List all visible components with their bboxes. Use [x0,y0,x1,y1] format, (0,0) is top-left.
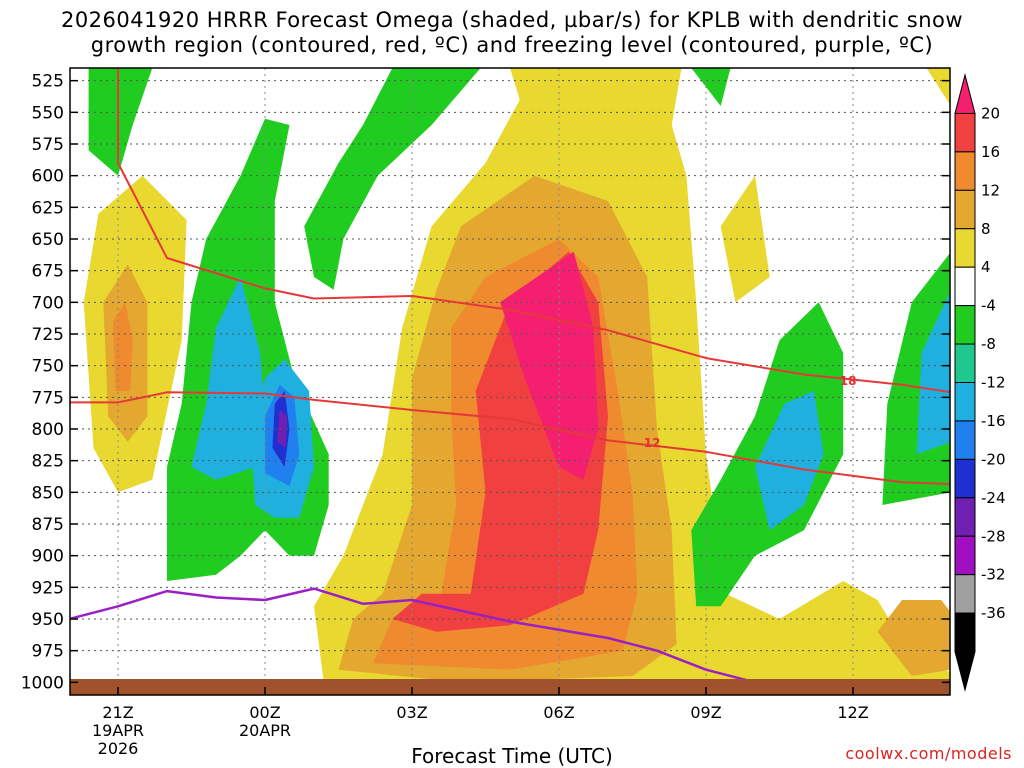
colorbar-label-20: 20 [981,104,1000,122]
y-tick-label-975: 975 [32,642,64,662]
y-tick-label-950: 950 [32,610,64,630]
colorbar-segment-4 [954,228,976,268]
negative-omega-region-2 [304,68,481,290]
y-tick-label-900: 900 [32,547,64,567]
y-tick-label-1000: 1000 [21,673,64,693]
colorbar-segment-2 [954,151,976,191]
dgz-lower-label: 12 [644,436,661,450]
negative-omega-region-3 [691,68,731,106]
y-tick-label-700: 700 [32,293,64,313]
freezing-level-line [70,587,786,685]
y-tick-label-725: 725 [32,325,64,345]
y-tick-label-875: 875 [32,515,64,535]
colorbar-label-16: 16 [981,143,1000,161]
omega-region-10 [500,251,599,480]
dgz-lower-isotherm-line [117,68,950,394]
dgz-upper-label: 18 [840,374,857,388]
colorbar: 20 16 12 8 4 -4 -8 -12 -16 -20 -24 -28 -32 -36 [954,73,1006,692]
y-axis: 525 550 575 600 625 650 675 700 725 750 775 800 825 8… [21,72,950,693]
y-tick-label-925: 925 [32,578,64,598]
x-tick-label-06Z: 06Z [543,703,574,722]
colorbar-segment-8 [954,382,976,422]
colorbar-label-12: 12 [981,181,1000,199]
colorbar-label--32: -32 [981,566,1006,584]
omega-region-7 [877,600,950,676]
x-tick-label-12Z: 12Z [837,703,868,722]
y-tick-label-750: 750 [32,357,64,377]
x-axis-label: Forecast Time (UTC) [411,744,613,768]
colorbar-label--28: -28 [981,527,1006,545]
colorbar-label-4: 4 [981,258,991,276]
y-tick-label-625: 625 [32,198,64,218]
colorbar-segment-13 [954,574,976,614]
y-tick-label-775: 775 [32,388,64,408]
ground-surface [70,679,950,695]
colorbar-segment-10 [954,458,976,499]
colorbar-label--8: -8 [981,335,996,353]
y-tick-label-825: 825 [32,452,64,472]
x-tick-sublabel2-21Z: 2026 [98,739,139,758]
negative-omega-region-8 [916,291,950,455]
colorbar-segment-5 [954,266,976,307]
y-tick-label-575: 575 [32,135,64,155]
colorbar-segment-3 [954,189,976,230]
negative-omega-region-7 [755,391,824,531]
x-tick-label-00Z: 00Z [249,703,280,722]
y-tick-label-550: 550 [32,103,64,123]
x-tick-sublabel-00Z: 20APR [239,721,291,740]
y-tick-label-800: 800 [32,420,64,440]
colorbar-label--12: -12 [981,374,1006,392]
colorbar-label-8: 8 [981,220,991,238]
dgz-upper-isotherm-line [70,391,950,486]
colorbar-label--24: -24 [981,489,1006,507]
colorbar-segment-6 [954,305,976,345]
negative-omega-region-12 [277,410,288,448]
y-tick-label-675: 675 [32,262,64,282]
y-tick-label-525: 525 [32,72,64,92]
colorbar-label--20: -20 [981,450,1006,468]
colorbar-segment-last [954,612,976,653]
y-tick-label-850: 850 [32,483,64,503]
colorbar-label--16: -16 [981,412,1006,430]
x-tick-sublabel-21Z: 19APR [92,721,144,740]
omega-region-5 [720,175,770,303]
colorbar-segment-9 [954,420,976,460]
colorbar-segment-7 [954,343,976,383]
colorbar-label--4: -4 [981,297,996,315]
colorbar-segment-11 [954,497,976,537]
chart-title-line1: 2026041920 HRRR Forecast Omega (shaded, … [60,8,964,32]
y-tick-label-600: 600 [32,167,64,187]
x-tick-label-09Z: 09Z [690,703,721,722]
omega-region-4 [926,68,950,105]
colorbar-segment-1 [954,112,976,153]
x-tick-label-21Z: 21Z [102,703,133,722]
y-tick-label-650: 650 [32,230,64,250]
credit-text: coolwx.com/models [845,744,1012,763]
colorbar-segment-12 [954,535,976,576]
chart-title-line2: growth region (contoured, red, ºC) and f… [90,33,934,57]
colorbar-bottom-arrow [954,651,976,692]
negative-omega-region-0 [88,68,153,176]
colorbar-top-arrow [954,73,976,114]
x-tick-label-03Z: 03Z [396,703,427,722]
colorbar-label--36: -36 [981,604,1006,622]
plot-frame [69,67,951,696]
